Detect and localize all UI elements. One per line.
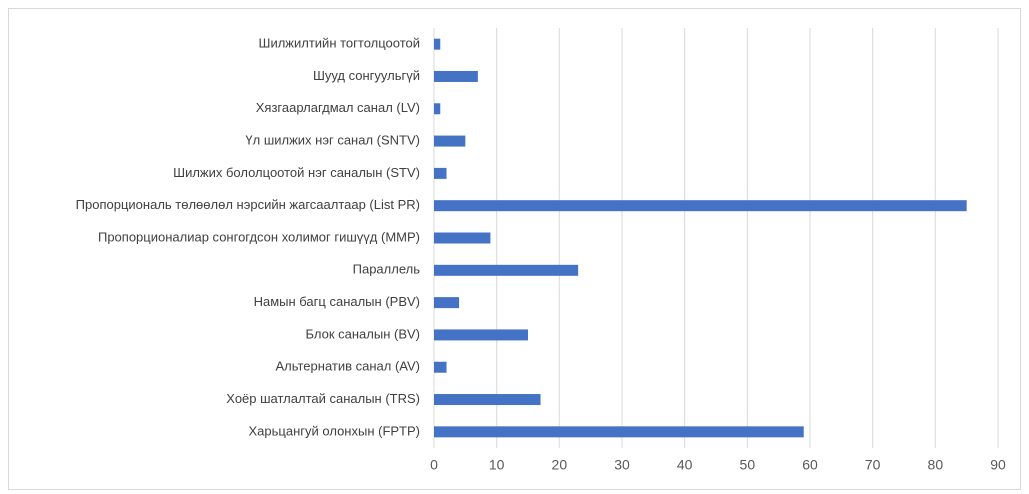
- bar: [434, 426, 804, 438]
- x-tick-label: 40: [677, 457, 693, 473]
- y-tick-label: Намын багц саналын (PBV): [254, 294, 420, 309]
- x-tick-label: 50: [740, 457, 756, 473]
- bar: [434, 394, 541, 406]
- y-tick-label: Шууд сонгуульгүй: [313, 68, 420, 83]
- bar: [434, 200, 967, 212]
- bar: [434, 167, 447, 179]
- x-tick-label: 80: [928, 457, 944, 473]
- y-tick-label: Шилжих бололцоотой нэг саналын (STV): [173, 165, 420, 180]
- y-tick-label: Үл шилжих нэг санал (SNTV): [245, 133, 420, 148]
- x-tick-label: 60: [802, 457, 818, 473]
- bar: [434, 103, 441, 115]
- bar: [434, 232, 491, 244]
- y-tick-label: Хязгаарлагдмал санал (LV): [256, 100, 420, 115]
- x-tick-label: 10: [489, 457, 505, 473]
- bar: [434, 297, 460, 309]
- y-tick-label: Харьцангуй олонхын (FPTP): [249, 423, 420, 438]
- y-tick-label: Хоёр шатлалтай саналын (TRS): [226, 391, 420, 406]
- y-tick-label: Пропорционалиар сонгогдсон холимог гишүү…: [98, 229, 420, 244]
- x-tick-label: 30: [614, 457, 630, 473]
- bar: [434, 329, 528, 341]
- chart-border: [8, 8, 1021, 490]
- x-tick-label: 20: [552, 457, 568, 473]
- y-tick-label: Пропорциональ төлөөлөл нэрсийн жагсаалта…: [76, 197, 420, 212]
- y-tick-label: Шилжилтийн тогтолцоотой: [259, 36, 420, 51]
- bar: [434, 264, 579, 276]
- x-tick-label: 70: [865, 457, 881, 473]
- bar: [434, 70, 478, 82]
- y-tick-label: Альтернатив санал (AV): [275, 359, 420, 374]
- bar: [434, 361, 447, 373]
- x-tick-label: 90: [990, 457, 1006, 473]
- y-tick-label: Блок саналын (BV): [305, 326, 420, 341]
- y-tick-label: Параллель: [353, 262, 421, 277]
- bar: [434, 38, 441, 50]
- bar: [434, 135, 466, 147]
- x-tick-label: 0: [430, 457, 438, 473]
